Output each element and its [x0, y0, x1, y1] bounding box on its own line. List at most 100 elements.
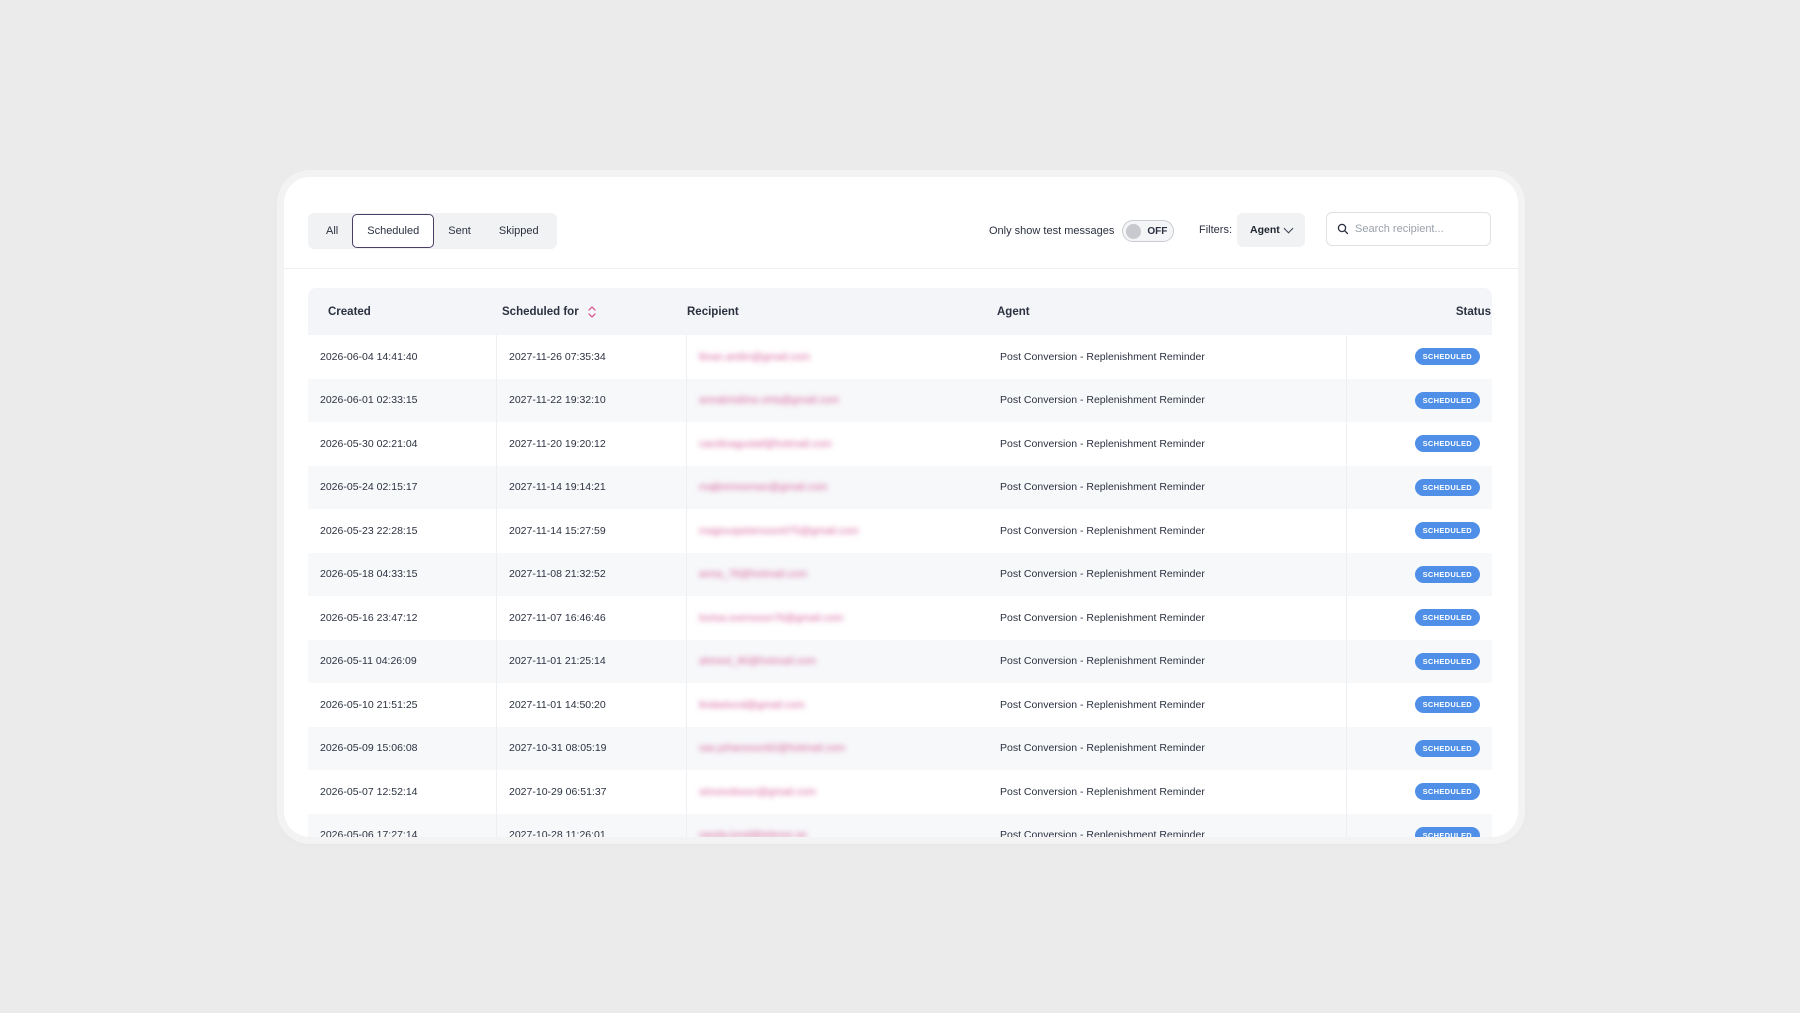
agent-filter-label: Agent [1250, 224, 1280, 236]
table-row[interactable]: 2026-05-30 02:21:04 2027-11-20 19:20:12 ca… [308, 422, 1492, 466]
table-row[interactable]: 2026-05-16 23:47:12 2027-11-07 16:46:46 lo… [308, 596, 1492, 640]
scheduled-for-cell-text: 2027-11-20 19:20:12 [509, 437, 606, 450]
tab-scheduled[interactable]: Scheduled [352, 214, 435, 248]
table-row[interactable]: 2026-05-07 12:52:14 2027-10-29 06:51:37 si… [308, 770, 1492, 814]
table-row[interactable]: 2026-05-24 02:15:17 2027-11-14 19:14:21 ma… [308, 465, 1492, 510]
recipient-email-link[interactable]: annakristiina.virta@gmail.com [699, 394, 840, 407]
recipient-email-link[interactable]: sanda.lund@telenor.se [699, 829, 807, 837]
status-cell: SCHEDULED [1347, 379, 1492, 423]
table-row[interactable]: 2026-06-04 14:41:40 2027-11-26 07:35:34 li… [308, 335, 1492, 379]
recipient-email-link[interactable]: majbrenneman@gmail.com [699, 481, 828, 494]
created-cell-text: 2026-05-10 21:51:25 [320, 698, 418, 711]
table-row[interactable]: 2026-05-09 15:06:08 2027-10-31 08:05:19 sa… [308, 726, 1492, 771]
status-cell: SCHEDULED [1347, 727, 1492, 771]
status-badge: SCHEDULED [1414, 826, 1480, 837]
created-cell: 2026-05-07 12:52:14 [308, 770, 497, 814]
scheduled-for-cell-text: 2027-10-31 08:05:19 [509, 742, 607, 755]
tab-all[interactable]: All [326, 225, 339, 237]
header-agent-label: Agent [997, 305, 1030, 318]
created-cell: 2026-05-30 02:21:04 [308, 422, 497, 466]
recipient-cell: majbrenneman@gmail.com [687, 466, 997, 510]
recipient-email-link[interactable]: lindaslund@gmail.com [699, 698, 805, 711]
agent-cell-text: Post Conversion - Replenishment Reminder [1000, 829, 1205, 837]
recipient-email-link[interactable]: lovisa.svensson76@gmail.com [699, 611, 844, 624]
recipient-email-link[interactable]: sas.johansson82@hotmail.com [699, 742, 846, 755]
created-cell: 2026-05-09 15:06:08 [308, 726, 497, 770]
agent-cell-text: Post Conversion - Replenishment Reminder [1000, 437, 1205, 450]
table-row[interactable]: 2026-05-18 04:33:15 2027-11-08 21:32:52 an… [308, 552, 1492, 596]
sort-icon[interactable] [587, 305, 597, 319]
scheduled-for-cell: 2027-11-26 07:35:34 [497, 335, 687, 379]
created-cell-text: 2026-05-09 15:06:08 [320, 742, 418, 755]
status-badge: SCHEDULED [1414, 565, 1480, 583]
filters-label: Filters: [1199, 224, 1232, 236]
recipient-email-link[interactable]: anna_78@hotmail.com [699, 568, 808, 581]
created-cell: 2026-05-24 02:15:17 [308, 465, 497, 509]
scheduled-for-cell: 2027-11-22 19:32:10 [497, 378, 687, 422]
status-cell: SCHEDULED [1347, 814, 1492, 837]
status-badge: SCHEDULED [1414, 522, 1480, 540]
recipient-email-link[interactable]: magnuspetersson075@gmail.com [699, 524, 859, 537]
agent-cell: Post Conversion - Replenishment Reminder [997, 813, 1347, 837]
table-row[interactable]: 2026-05-06 17:27:14 2027-10-28 11:26:01 sa… [308, 813, 1492, 837]
created-cell: 2026-05-10 21:51:25 [308, 683, 497, 727]
messages-panel: All Scheduled Sent Skipped Only show test m… [284, 177, 1518, 837]
recipient-cell: lovisa.svensson76@gmail.com [687, 596, 997, 640]
status-badge: SCHEDULED [1414, 391, 1480, 409]
scheduled-for-cell-text: 2027-11-01 14:50:20 [509, 698, 606, 711]
header-scheduled-for[interactable]: Scheduled for [497, 288, 687, 335]
recipient-cell: liivan.anttin@gmail.com [687, 335, 997, 379]
recipient-email-link[interactable]: simonolsson@gmail.com [699, 785, 816, 798]
scheduled-for-cell: 2027-10-31 08:05:19 [497, 726, 687, 770]
table-row[interactable]: 2026-05-11 04:26:09 2027-11-01 21:25:14 ah… [308, 639, 1492, 684]
created-cell-text: 2026-05-07 12:52:14 [320, 785, 418, 798]
scheduled-for-cell: 2027-10-29 06:51:37 [497, 770, 687, 814]
header-created-label: Created [328, 305, 371, 318]
table-row[interactable]: 2026-05-10 21:51:25 2027-11-01 14:50:20 li… [308, 683, 1492, 727]
created-cell-text: 2026-05-11 04:26:09 [320, 655, 417, 668]
created-cell-text: 2026-05-23 22:28:15 [320, 524, 418, 537]
agent-cell: Post Conversion - Replenishment Reminder [997, 378, 1347, 422]
agent-cell-text: Post Conversion - Replenishment Reminder [1000, 785, 1205, 798]
agent-cell-text: Post Conversion - Replenishment Reminder [1000, 481, 1205, 494]
header-created[interactable]: Created [308, 288, 497, 335]
agent-cell-text: Post Conversion - Replenishment Reminder [1000, 698, 1205, 711]
status-badge: SCHEDULED [1414, 435, 1480, 453]
search-input[interactable] [1355, 223, 1475, 235]
agent-cell-text: Post Conversion - Replenishment Reminder [1000, 655, 1205, 668]
created-cell-text: 2026-05-06 17:27:14 [320, 829, 418, 837]
tab-skipped[interactable]: Skipped [498, 225, 539, 237]
status-cell: SCHEDULED [1347, 683, 1492, 727]
scheduled-for-cell-text: 2027-10-29 06:51:37 [509, 785, 607, 798]
agent-filter-dropdown[interactable]: Agent [1237, 213, 1305, 247]
agent-cell: Post Conversion - Replenishment Reminder [997, 596, 1347, 640]
search-box[interactable] [1326, 212, 1491, 246]
agent-cell-text: Post Conversion - Replenishment Reminder [1000, 568, 1205, 581]
header-agent: Agent [997, 288, 1347, 335]
agent-cell: Post Conversion - Replenishment Reminder [997, 335, 1347, 379]
status-cell: SCHEDULED [1347, 640, 1492, 684]
status-badge: SCHEDULED [1414, 783, 1480, 801]
table-header: Created Scheduled for Recipient Agent St… [308, 288, 1492, 335]
table-row[interactable]: 2026-05-23 22:28:15 2027-11-14 15:27:59 ma… [308, 509, 1492, 553]
created-cell: 2026-06-04 14:41:40 [308, 335, 497, 379]
agent-cell: Post Conversion - Replenishment Reminder [997, 726, 1347, 770]
recipient-email-link[interactable]: liivan.anttin@gmail.com [699, 350, 811, 363]
recipient-email-link[interactable]: carolinagustaf@hotmail.com [699, 437, 832, 450]
table-row[interactable]: 2026-06-01 02:33:15 2027-11-22 19:32:10 an… [308, 378, 1492, 423]
recipient-cell: simonolsson@gmail.com [687, 770, 997, 814]
search-icon [1337, 223, 1349, 235]
created-cell: 2026-05-11 04:26:09 [308, 639, 497, 683]
status-cell: SCHEDULED [1347, 422, 1492, 466]
toggle-knob [1126, 223, 1142, 239]
scheduled-for-cell-text: 2027-10-28 11:26:01 [509, 829, 606, 837]
scheduled-for-cell: 2027-11-01 21:25:14 [497, 639, 687, 683]
agent-cell-text: Post Conversion - Replenishment Reminder [1000, 350, 1205, 363]
scheduled-for-cell-text: 2027-11-08 21:32:52 [509, 568, 606, 581]
recipient-email-link[interactable]: ahmed_90@hotmail.com [699, 655, 816, 668]
test-messages-toggle[interactable]: OFF [1122, 220, 1175, 242]
test-messages-control: Only show test messages OFF [989, 219, 1175, 243]
created-cell: 2026-05-16 23:47:12 [308, 596, 497, 640]
tab-sent[interactable]: Sent [448, 225, 471, 237]
agent-cell: Post Conversion - Replenishment Reminder [997, 422, 1347, 466]
